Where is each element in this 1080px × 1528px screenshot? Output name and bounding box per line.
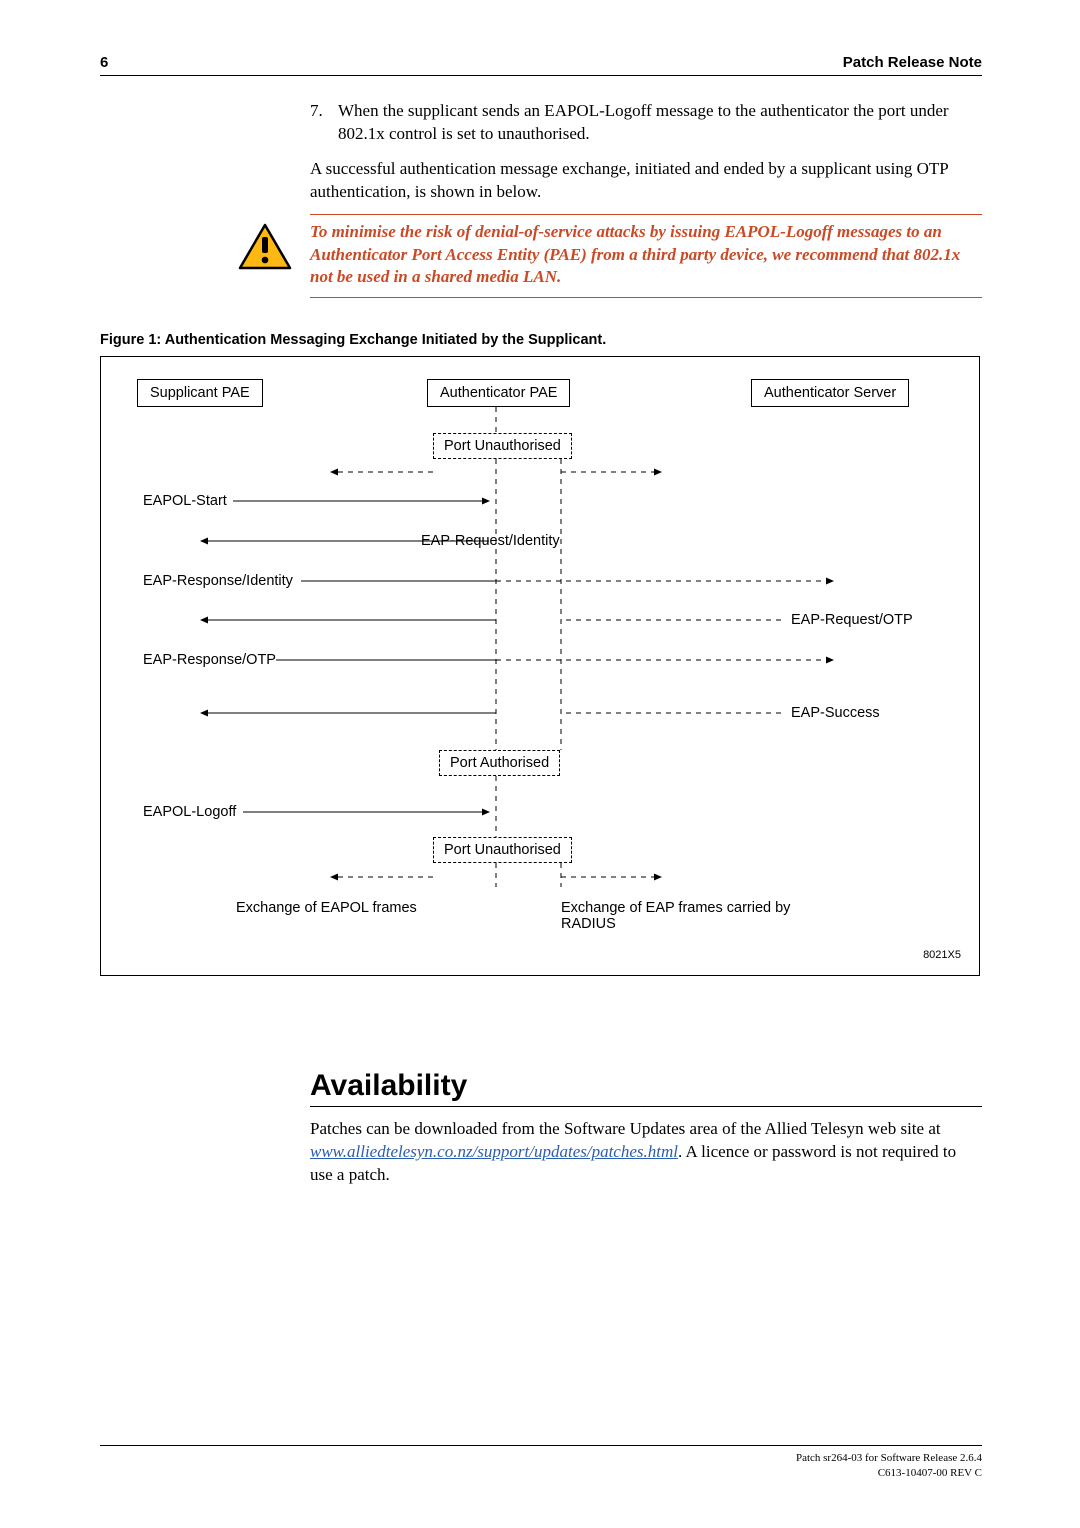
availability-link[interactable]: www.alliedtelesyn.co.nz/support/updates/… bbox=[310, 1142, 678, 1161]
warning-callout: To minimise the risk of denial-of-servic… bbox=[220, 214, 982, 298]
footer-rule bbox=[100, 1445, 982, 1446]
header-title: Patch Release Note bbox=[843, 54, 982, 71]
sequence-diagram: Supplicant PAE Authenticator PAE Authent… bbox=[100, 356, 980, 976]
page-number: 6 bbox=[100, 54, 108, 71]
list-text: When the supplicant sends an EAPOL-Logof… bbox=[338, 100, 982, 146]
footer-line1: Patch sr264-03 for Software Release 2.6.… bbox=[796, 1451, 982, 1465]
footer: Patch sr264-03 for Software Release 2.6.… bbox=[796, 1451, 982, 1480]
list-item-7: 7. When the supplicant sends an EAPOL-Lo… bbox=[310, 100, 982, 146]
header-rule bbox=[100, 75, 982, 76]
figure-caption: Figure 1: Authentication Messaging Excha… bbox=[100, 332, 606, 348]
section-rule bbox=[310, 1106, 982, 1107]
warning-text: To minimise the risk of denial-of-servic… bbox=[310, 221, 982, 289]
paragraph-success: A successful authentication message exch… bbox=[310, 158, 982, 204]
list-number: 7. bbox=[310, 100, 338, 146]
availability-text-pre: Patches can be downloaded from the Softw… bbox=[310, 1119, 941, 1138]
warning-icon bbox=[220, 221, 310, 271]
availability-paragraph: Patches can be downloaded from the Softw… bbox=[310, 1118, 982, 1187]
diagram-lines bbox=[101, 357, 981, 977]
warning-rule-bottom bbox=[310, 297, 982, 298]
footer-line2: C613-10407-00 REV C bbox=[796, 1466, 982, 1480]
section-heading-availability: Availability bbox=[310, 1069, 467, 1103]
